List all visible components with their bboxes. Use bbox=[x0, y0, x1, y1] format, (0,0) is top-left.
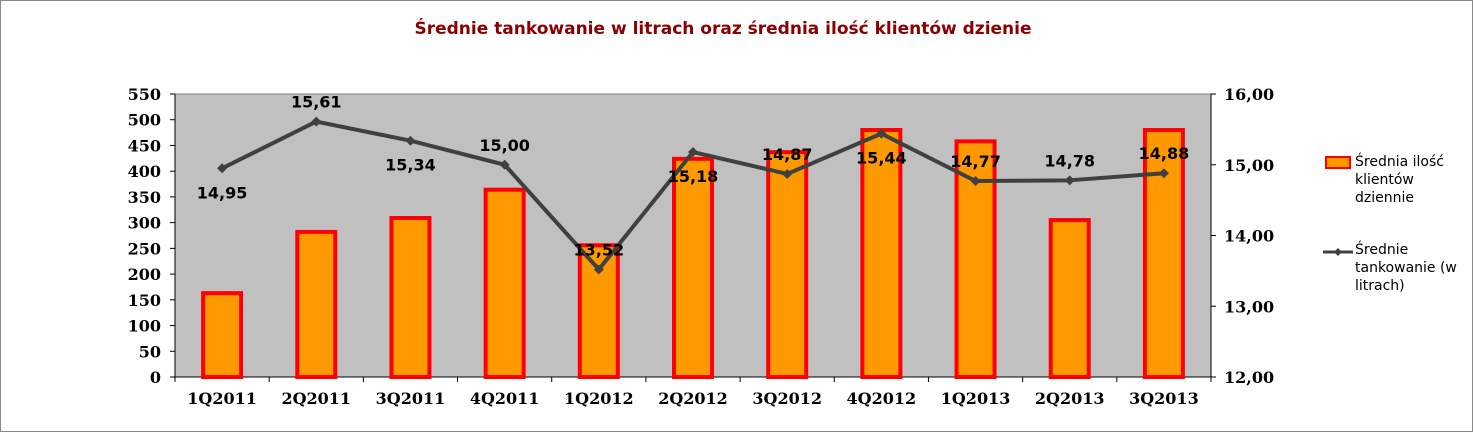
right-axis-tick-label: 15,00 bbox=[1224, 156, 1274, 175]
legend-line-label: Średnie tankowanie (w litrach) bbox=[1355, 242, 1457, 294]
x-axis-tick-label: 1Q2011 bbox=[187, 389, 257, 408]
bar bbox=[295, 229, 338, 379]
left-axis-tick-label: 450 bbox=[128, 136, 161, 155]
data-label: 15,34 bbox=[385, 156, 436, 175]
x-axis-tick-label: 1Q2013 bbox=[941, 389, 1011, 408]
bar bbox=[201, 291, 244, 379]
line-point bbox=[876, 128, 887, 139]
left-axis-tick-label: 200 bbox=[128, 265, 161, 284]
legend-line-swatch bbox=[1323, 248, 1353, 256]
left-axis-tick-label: 250 bbox=[128, 239, 161, 258]
x-axis-tick-label: 2Q2011 bbox=[281, 389, 351, 408]
line-point bbox=[970, 176, 981, 187]
right-axis-tick-label: 16,00 bbox=[1224, 85, 1274, 104]
line-point bbox=[1158, 168, 1169, 179]
bar bbox=[860, 128, 903, 379]
data-label: 15,44 bbox=[856, 149, 907, 168]
data-label: 14,88 bbox=[1139, 144, 1190, 163]
data-label: 14,78 bbox=[1044, 151, 1095, 170]
left-axis-tick-label: 350 bbox=[128, 188, 161, 207]
x-axis-tick-label: 3Q2011 bbox=[376, 389, 446, 408]
legend-bar-label: Średnia ilość klientów dziennie bbox=[1355, 154, 1444, 206]
chart-title: Średnie tankowanie w litrach oraz średni… bbox=[414, 19, 1032, 39]
data-label: 14,95 bbox=[197, 183, 248, 202]
data-label: 15,00 bbox=[479, 136, 530, 155]
line-point bbox=[405, 135, 416, 146]
left-axis-tick-label: 550 bbox=[128, 85, 161, 104]
x-axis-tick-label: 1Q2012 bbox=[564, 389, 634, 408]
left-axis-tick-label: 0 bbox=[150, 368, 161, 387]
left-axis-tick-label: 400 bbox=[128, 162, 161, 181]
x-axis-tick-label: 3Q2013 bbox=[1129, 389, 1199, 408]
bar bbox=[389, 216, 432, 379]
data-label: 15,18 bbox=[668, 167, 719, 186]
line-point bbox=[499, 159, 510, 170]
left-axis-tick-label: 50 bbox=[139, 342, 161, 361]
left-axis-tick-label: 150 bbox=[128, 291, 161, 310]
line-point bbox=[217, 163, 228, 174]
data-label: 15,61 bbox=[291, 93, 342, 112]
bar bbox=[766, 150, 809, 379]
bar bbox=[672, 156, 714, 379]
line-point bbox=[688, 147, 698, 158]
right-axis-tick-label: 13,00 bbox=[1224, 297, 1274, 316]
left-axis-tick-label: 500 bbox=[128, 111, 161, 130]
line-point bbox=[782, 168, 793, 179]
x-axis-tick-label: 2Q2012 bbox=[658, 389, 728, 408]
x-axis-tick-label: 3Q2012 bbox=[752, 389, 822, 408]
legend: Średnia ilość klientów dziennie Średnie … bbox=[1323, 153, 1463, 295]
line-point bbox=[311, 116, 322, 127]
bar bbox=[1142, 128, 1185, 379]
data-label: 13,52 bbox=[574, 240, 625, 259]
line-point bbox=[593, 264, 604, 275]
right-axis-tick-label: 14,00 bbox=[1224, 227, 1274, 246]
line-point bbox=[1064, 175, 1075, 186]
left-axis-tick-label: 300 bbox=[128, 214, 161, 233]
data-label: 14,77 bbox=[950, 152, 1001, 171]
x-axis-tick-label: 2Q2013 bbox=[1035, 389, 1105, 408]
legend-item-bars: Średnia ilość klientów dziennie bbox=[1323, 153, 1463, 207]
x-axis-tick-label: 4Q2011 bbox=[470, 389, 540, 408]
data-label: 14,87 bbox=[762, 145, 813, 164]
bar bbox=[1048, 218, 1091, 379]
left-axis-tick-label: 100 bbox=[128, 317, 161, 336]
x-axis-tick-label: 4Q2012 bbox=[847, 389, 917, 408]
legend-item-line: Średnie tankowanie (w litrach) bbox=[1323, 241, 1463, 295]
legend-bar-swatch bbox=[1325, 156, 1351, 169]
right-axis-tick-label: 12,00 bbox=[1224, 368, 1274, 387]
bar bbox=[483, 187, 526, 379]
